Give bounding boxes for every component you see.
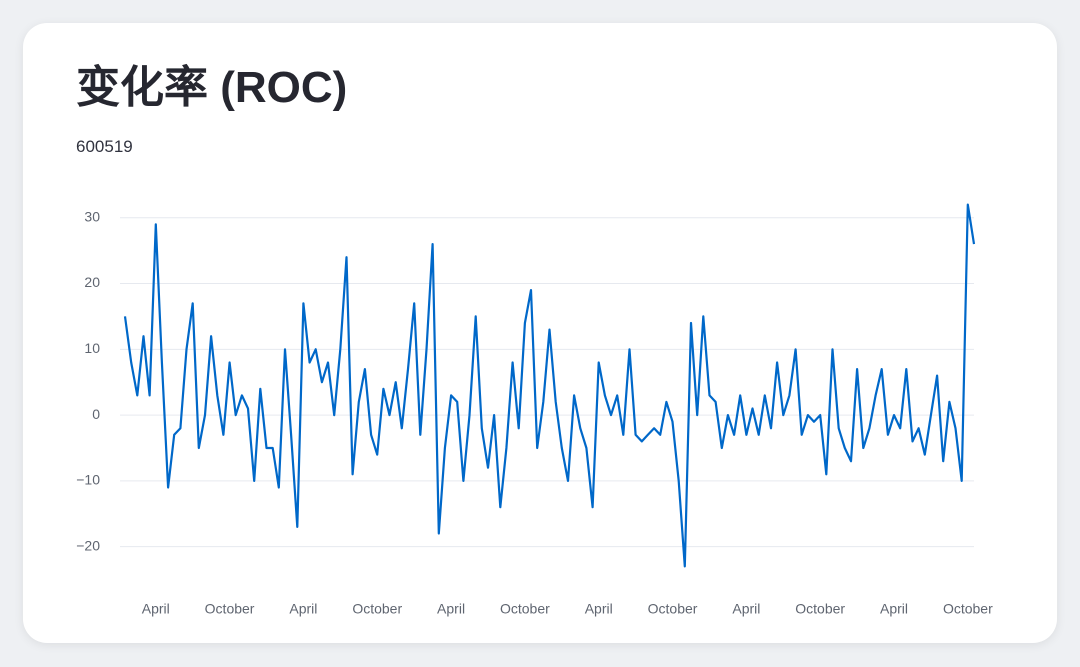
y-tick-label: 10 xyxy=(84,340,100,356)
y-tick-label: −10 xyxy=(76,472,100,488)
chart-title: 变化率 (ROC) xyxy=(76,63,348,112)
x-tick-label: October xyxy=(943,601,993,617)
card: 变化率 (ROC) 600519 xyxy=(23,23,1057,643)
chart-subtitle: 600519 xyxy=(76,137,133,156)
y-tick-label: 20 xyxy=(84,274,100,290)
x-tick-label: April xyxy=(732,601,760,617)
x-tick-label: April xyxy=(142,601,170,617)
x-tick-label: April xyxy=(880,601,908,617)
x-tick-label: October xyxy=(352,601,402,617)
y-tick-label: 30 xyxy=(84,208,100,224)
x-tick-label: October xyxy=(795,601,845,617)
x-tick-label: April xyxy=(437,601,465,617)
y-tick-label: 0 xyxy=(92,406,100,422)
x-tick-label: April xyxy=(585,601,613,617)
data-line xyxy=(123,203,976,568)
x-tick-label: October xyxy=(500,601,550,617)
y-tick-label: −20 xyxy=(76,537,100,553)
x-tick-label: October xyxy=(205,601,255,617)
x-tick-label: April xyxy=(289,601,317,617)
x-tick-label: October xyxy=(648,601,698,617)
